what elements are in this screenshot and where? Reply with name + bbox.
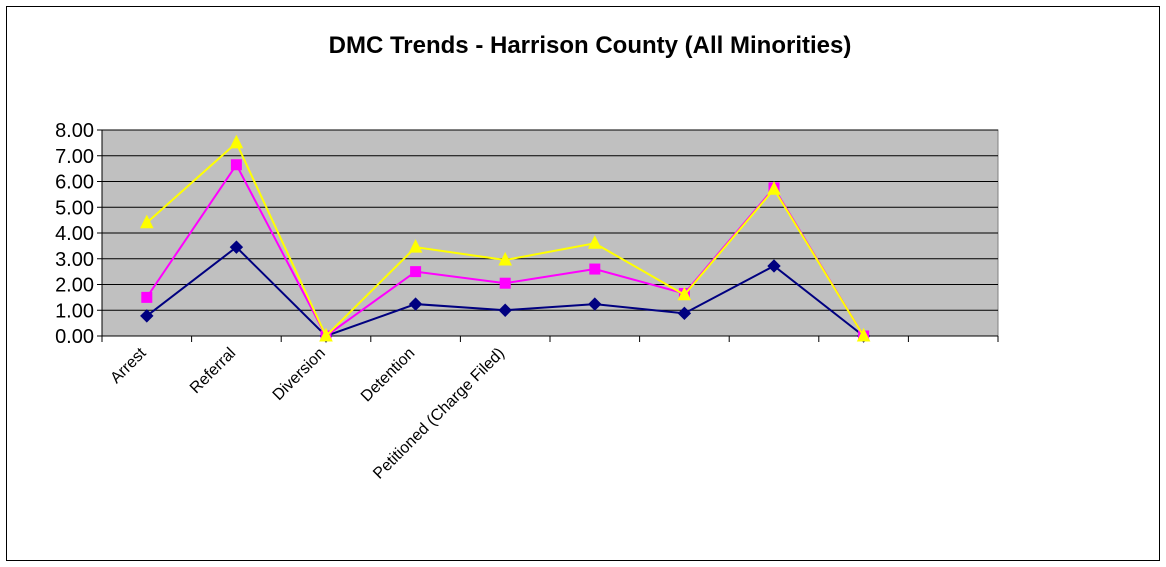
data-point <box>408 297 423 311</box>
y-tick-label: 2.00 <box>55 275 94 297</box>
category-labels: Arrest Referral Diversion DetentionPetition… <box>107 344 508 482</box>
data-point <box>408 239 423 253</box>
data-point <box>856 327 871 342</box>
data-point <box>498 303 512 317</box>
y-tick-label: 3.00 <box>55 249 94 271</box>
series-layer <box>139 134 871 343</box>
data-point <box>410 266 422 278</box>
y-tick-label: 0.00 <box>55 326 94 348</box>
data-point <box>677 286 692 301</box>
data-point <box>319 327 333 342</box>
y-tick-label: 8.00 <box>55 120 94 142</box>
data-point <box>139 214 154 229</box>
data-point <box>229 134 244 149</box>
y-tick-label: 7.00 <box>55 146 94 168</box>
y-tick-label: 1.00 <box>55 300 94 322</box>
y-tick-label: 6.00 <box>55 172 94 194</box>
category-label: Referral <box>187 345 239 397</box>
data-point <box>229 240 244 254</box>
data-point <box>588 297 602 311</box>
chart-title: DMC Trends - Harrison County (All Minori… <box>328 32 852 59</box>
data-point <box>767 259 781 273</box>
data-point <box>677 306 692 321</box>
data-point <box>767 181 781 195</box>
data-point <box>498 251 513 266</box>
data-point <box>141 291 153 303</box>
data-point <box>499 277 511 289</box>
data-point <box>587 235 602 249</box>
x-tick-marks <box>101 336 999 342</box>
category-label: Diversion <box>270 345 329 404</box>
category-label: Detention <box>358 345 418 405</box>
data-point <box>589 263 601 275</box>
category-label: Arrest <box>107 344 150 387</box>
y-tick-label: 4.00 <box>55 223 94 245</box>
series-triangle <box>139 134 871 342</box>
data-point <box>140 309 154 323</box>
y-tick-label: 5.00 <box>55 197 94 219</box>
data-point <box>230 159 242 171</box>
y-tick-labels: 0.00 1.00 2.00 3.00 4.00 5.00 6.00 7.00 8.00 <box>55 120 94 348</box>
